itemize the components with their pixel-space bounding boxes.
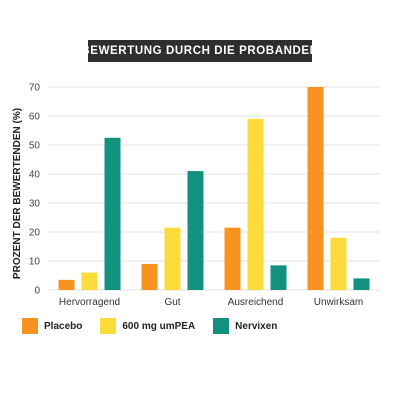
x-category-label: Hervorragend: [59, 297, 120, 308]
bar: [104, 137, 121, 290]
bar: [270, 265, 287, 290]
x-category-label: Unwirksam: [314, 297, 363, 308]
y-tick-label: 30: [29, 199, 41, 210]
bar: [187, 171, 204, 290]
y-tick-label: 60: [29, 112, 41, 123]
y-axis-title: PROZENT DER BEWERTENDEN (%): [12, 108, 23, 279]
legend-label: 600 mg umPEA: [122, 320, 196, 332]
legend-item: 600 mg umPEA: [100, 318, 195, 334]
legend-item: Nervixen: [213, 318, 277, 334]
y-tick-label: 40: [29, 170, 41, 181]
legend-label: Nervixen: [235, 320, 278, 332]
y-tick-label: 10: [29, 257, 41, 268]
legend-swatch: [22, 318, 38, 334]
bar: [307, 87, 324, 290]
bar: [247, 118, 264, 291]
bar: [141, 263, 158, 290]
x-category-label: Gut: [164, 297, 180, 308]
bar: [81, 272, 98, 290]
bar: [353, 278, 370, 290]
legend-label: Placebo: [44, 320, 83, 332]
bar: [58, 279, 75, 290]
chart-title: BEWERTUNG DURCH DIE PROBANDEN: [81, 40, 318, 62]
bar: [224, 227, 241, 290]
y-tick-label: 70: [29, 83, 41, 94]
y-tick-label: 0: [34, 286, 40, 297]
bar: [164, 227, 181, 290]
legend-item: Placebo: [22, 318, 82, 334]
legend-swatch: [100, 318, 117, 334]
y-tick-label: 50: [29, 141, 41, 152]
legend-swatch: [213, 318, 230, 334]
x-category-label: Ausreichend: [228, 297, 284, 308]
bar: [330, 237, 347, 290]
y-tick-label: 20: [29, 228, 41, 239]
legend: Placebo 600 mg umPEA Nervixen: [22, 318, 295, 334]
